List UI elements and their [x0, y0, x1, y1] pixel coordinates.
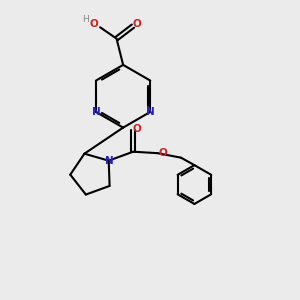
Text: O: O [133, 124, 142, 134]
Text: N: N [105, 156, 114, 166]
Text: O: O [89, 19, 98, 29]
Text: H: H [82, 15, 89, 24]
Text: N: N [146, 107, 155, 117]
Text: O: O [158, 148, 167, 158]
Text: N: N [92, 107, 100, 117]
Text: O: O [132, 19, 141, 29]
